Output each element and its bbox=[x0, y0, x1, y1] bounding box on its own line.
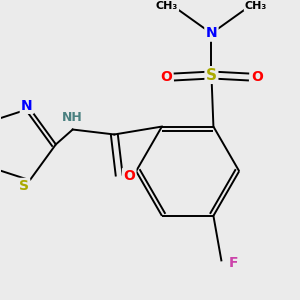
Text: CH₃: CH₃ bbox=[156, 1, 178, 11]
Text: NH: NH bbox=[62, 111, 83, 124]
Text: N: N bbox=[21, 99, 33, 112]
Text: O: O bbox=[160, 70, 172, 84]
Text: S: S bbox=[206, 68, 217, 82]
Text: O: O bbox=[251, 70, 263, 84]
Text: S: S bbox=[19, 179, 29, 193]
Text: CH₃: CH₃ bbox=[245, 1, 267, 11]
Text: N: N bbox=[206, 26, 217, 40]
Text: O: O bbox=[123, 169, 135, 183]
Text: F: F bbox=[229, 256, 238, 270]
